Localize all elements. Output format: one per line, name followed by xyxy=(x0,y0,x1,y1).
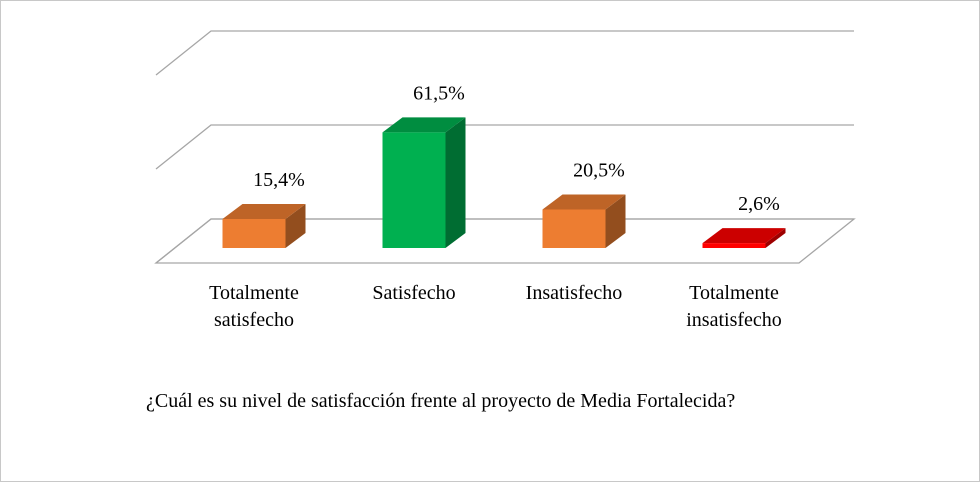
bar-front xyxy=(222,219,286,248)
category-label: Totalmente satisfecho xyxy=(209,282,299,331)
bar-side xyxy=(445,117,466,248)
value-label: 2,6% xyxy=(738,193,780,215)
bar-top xyxy=(702,228,786,244)
grid-line xyxy=(155,30,854,76)
grid-line xyxy=(155,218,854,264)
bar-top xyxy=(222,204,306,220)
bar-side xyxy=(765,228,786,248)
bar xyxy=(702,228,786,248)
value-label: 15,4% xyxy=(253,169,305,191)
chart-caption: ¿Cuál es su nivel de satisfacción frente… xyxy=(146,390,736,412)
bar-front xyxy=(542,209,606,248)
value-label: 61,5% xyxy=(413,82,465,104)
bar xyxy=(542,194,626,248)
bar-top xyxy=(542,194,626,210)
category-label: Insatisfecho xyxy=(525,282,623,304)
bar xyxy=(222,204,306,248)
bar-side xyxy=(605,194,626,248)
value-label: 20,5% xyxy=(573,159,625,181)
category-label: Totalmente insatisfecho xyxy=(686,282,782,331)
bar-front xyxy=(382,132,446,248)
bar-side xyxy=(285,204,306,248)
bar-top xyxy=(382,117,466,133)
category-label: Satisfecho xyxy=(372,282,456,304)
grid-line xyxy=(155,124,854,170)
bar xyxy=(382,117,466,248)
bar-front xyxy=(702,243,766,248)
